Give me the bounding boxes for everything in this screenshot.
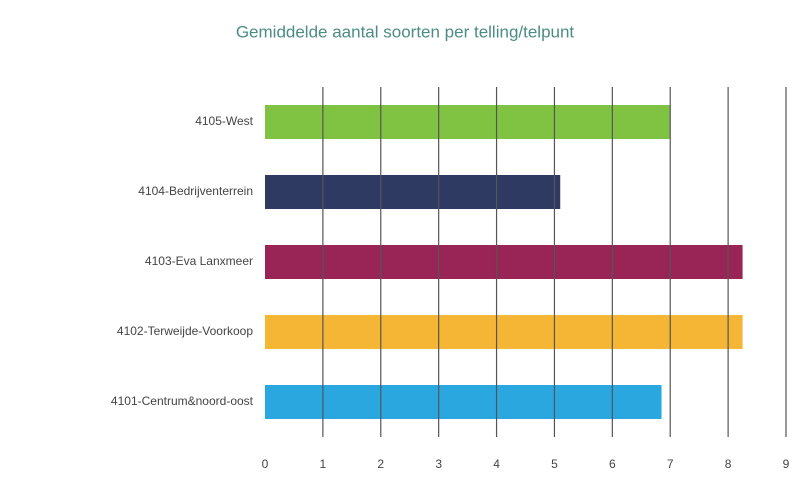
x-tick-label: 6 [609, 457, 616, 471]
x-tick-label: 8 [725, 457, 732, 471]
y-tick-label: 4101-Centrum&noord-oost [111, 394, 254, 408]
x-tick-label: 2 [377, 457, 384, 471]
y-tick-label: 4104-Bedrijventerrein [138, 184, 253, 198]
x-tick-label: 4 [493, 457, 500, 471]
x-tick-label: 7 [667, 457, 674, 471]
bar [265, 315, 743, 349]
bar [265, 245, 743, 279]
x-tick-label: 1 [320, 457, 327, 471]
y-tick-label: 4105-West [195, 114, 253, 128]
y-tick-label: 4102-Terweijde-Voorkoop [117, 324, 253, 338]
bar [265, 385, 662, 419]
x-tick-label: 5 [551, 457, 558, 471]
chart-title: Gemiddelde aantal soorten per telling/te… [236, 22, 575, 41]
bar [265, 175, 561, 209]
y-tick-label: 4103-Eva Lanxmeer [145, 254, 253, 268]
bar [265, 105, 671, 139]
x-tick-label: 0 [262, 457, 269, 471]
x-tick-label: 9 [783, 457, 790, 471]
x-tick-label: 3 [435, 457, 442, 471]
